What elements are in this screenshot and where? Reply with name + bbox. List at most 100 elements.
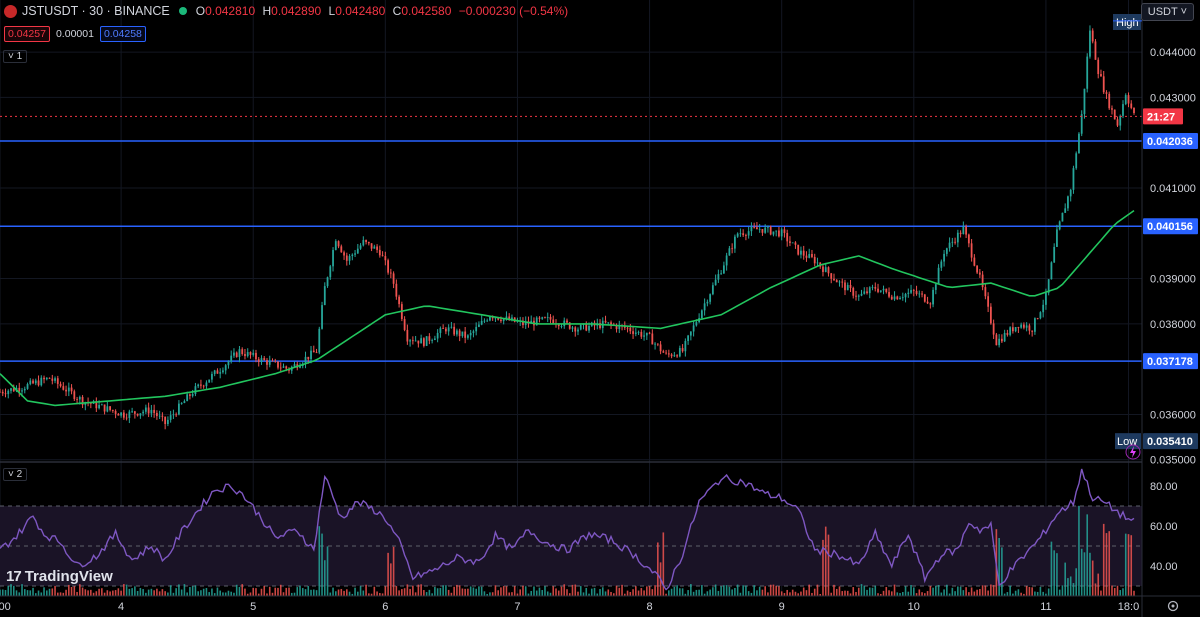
volume-bar — [571, 584, 574, 596]
candle-body — [1050, 262, 1053, 280]
candle-body — [733, 236, 736, 249]
volume-bar — [723, 585, 725, 596]
candle-body — [1094, 41, 1097, 60]
ask-button[interactable]: 0.04258 — [99, 26, 146, 42]
symbol-title[interactable]: JSTUSDT · 30 · BINANCE — [22, 4, 170, 18]
volume-bar — [252, 587, 255, 596]
volume-bar — [981, 585, 984, 596]
volume-bar — [103, 592, 106, 596]
candle-body — [37, 380, 40, 386]
volume-bar — [568, 593, 571, 596]
candle-body — [354, 253, 356, 255]
candle-body — [73, 391, 76, 400]
volume-bar — [180, 589, 183, 596]
volume-bar — [1061, 585, 1064, 596]
candle-body — [376, 246, 378, 250]
candle-body — [1003, 332, 1006, 342]
volume-bar — [475, 588, 477, 596]
volume-bar — [657, 542, 659, 596]
volume-bar — [139, 588, 142, 596]
candle-body — [299, 365, 301, 368]
volume-bar — [1042, 591, 1044, 596]
candle-body — [478, 324, 480, 327]
candle-body — [918, 293, 921, 295]
candle-body — [1023, 324, 1025, 328]
volume-bar — [263, 585, 266, 596]
volume-bar — [456, 584, 458, 596]
candle-body — [915, 290, 918, 294]
volume-bar — [425, 592, 428, 596]
volume-bar — [701, 585, 703, 596]
candle-body — [767, 226, 769, 228]
volume-bar — [946, 584, 948, 596]
level-badge: 0.042036 — [1147, 136, 1193, 148]
volume-bar — [112, 590, 114, 596]
price-tick-label: 0.039000 — [1150, 274, 1196, 286]
candle-body — [106, 406, 109, 412]
pane-2-toggle[interactable]: ˅ 2 — [3, 468, 28, 481]
candle-body — [786, 232, 789, 242]
moving-average-line — [0, 209, 1135, 407]
candle-body — [783, 229, 786, 233]
rsi-axis[interactable]: 80.00 60.00 40.00 — [1150, 481, 1178, 573]
time-axis[interactable]: 6:00 4 5 6 7 8 9 10 11 18:0 — [0, 601, 1139, 613]
volume-bar — [635, 586, 637, 596]
currency-select[interactable]: USDT ˅ — [1140, 3, 1194, 21]
candle-body — [310, 350, 312, 360]
volume-bar — [780, 591, 783, 596]
volume-bar — [538, 587, 541, 596]
candle-body — [216, 370, 219, 374]
candle-body — [475, 326, 478, 332]
volume-bar — [491, 592, 494, 596]
candle-body — [978, 272, 981, 275]
volume-bar — [128, 588, 131, 596]
candle-body — [1127, 95, 1130, 104]
lightning-icon[interactable] — [1125, 444, 1141, 460]
volume-bar — [304, 589, 307, 596]
candle-body — [98, 404, 100, 409]
candle-body — [359, 245, 362, 249]
pane-1-toggle[interactable]: ˅ 1 — [3, 50, 28, 63]
candle-body — [450, 326, 453, 328]
volume-bar — [257, 593, 260, 596]
candle-body — [279, 367, 282, 369]
candle-body — [684, 341, 687, 352]
candle-body — [667, 353, 670, 355]
settings-icon[interactable] — [1167, 600, 1179, 612]
volume-bar — [445, 585, 447, 596]
volume-bar — [811, 592, 813, 596]
volume-bar — [376, 591, 378, 596]
candle-body — [227, 361, 230, 366]
volume-bar — [599, 589, 601, 596]
candle-body — [557, 324, 560, 327]
volume-bar — [822, 539, 824, 596]
volume-bar — [637, 590, 640, 596]
candle-body — [186, 394, 189, 402]
candle-body — [1020, 324, 1023, 328]
volume-bar — [351, 593, 354, 596]
volume-bar — [29, 590, 32, 596]
low-label: Low — [1117, 436, 1137, 448]
bid-button[interactable]: 0.04257 — [4, 26, 50, 42]
candle-body — [1105, 92, 1108, 94]
volume-bar — [90, 589, 92, 596]
candle-body — [268, 360, 271, 365]
candle-body — [629, 327, 632, 332]
price-axis[interactable]: 0.044000 0.043000 0.041000 0.039000 0.038000… — [1150, 47, 1196, 467]
candle-body — [444, 328, 447, 332]
candle-body — [95, 401, 98, 409]
volume-bar — [1119, 590, 1122, 596]
candle-body — [497, 317, 500, 320]
candle-body — [109, 406, 111, 410]
volume-bar — [948, 593, 951, 596]
volume-bar — [888, 590, 890, 596]
volume-bar — [957, 586, 959, 596]
level-badge: 0.037178 — [1147, 356, 1193, 368]
volume-bar — [458, 585, 461, 596]
candle-body — [995, 334, 998, 346]
volume-bar — [208, 592, 210, 596]
candle-body — [797, 244, 800, 255]
volume-bar — [277, 587, 279, 596]
candle-body — [648, 332, 651, 334]
